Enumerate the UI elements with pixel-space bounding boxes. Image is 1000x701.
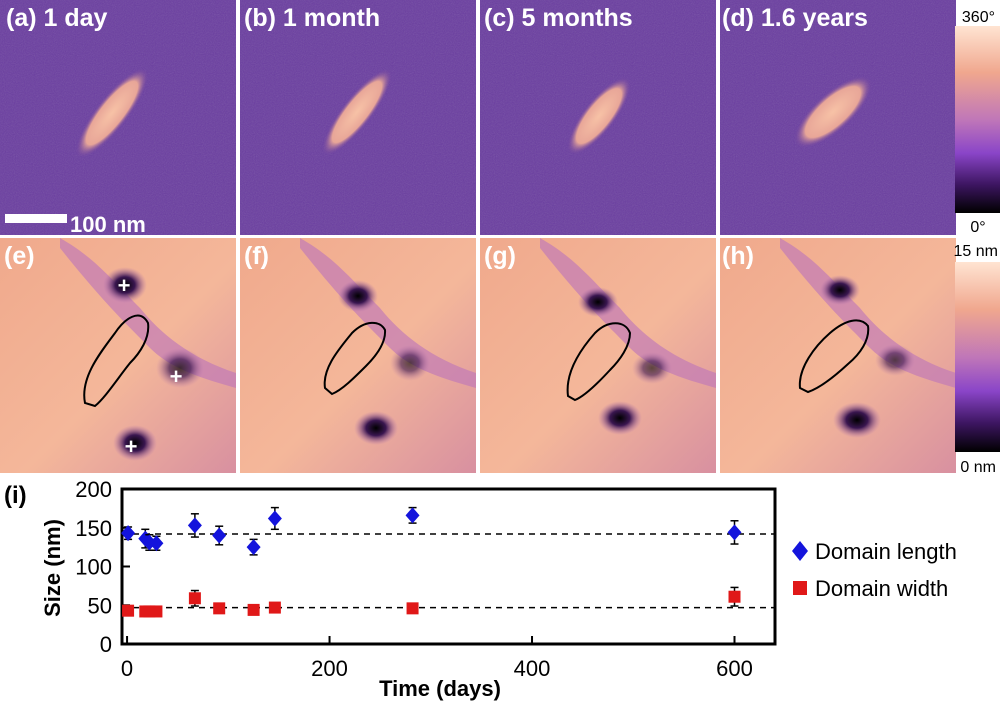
panel-label: (e) [4, 242, 35, 270]
legend-label-length: Domain length [815, 539, 957, 564]
data-point-width [247, 603, 260, 616]
y-tick-label: 200 [75, 477, 112, 502]
data-point-length [246, 539, 261, 556]
scale-bar [5, 214, 67, 223]
panel-label: (g) [484, 242, 516, 270]
data-point-width [728, 590, 741, 603]
panel-label: (d) 1.6 years [722, 4, 868, 32]
legend-marker-width [793, 581, 807, 595]
data-point-length [121, 525, 136, 542]
data-point-length [727, 524, 742, 541]
plot-label: (i) [4, 482, 27, 509]
y-tick-label: 50 [88, 593, 112, 618]
y-tick-label: 100 [75, 555, 112, 580]
phase-panel-c: (c) 5 months [480, 0, 716, 235]
phase-colorbar: 360° 0° [955, 9, 1000, 236]
data-point-length [405, 507, 420, 524]
scale-bar-label: 100 nm [70, 212, 146, 237]
phase-panel-d: (d) 1.6 years [720, 0, 956, 235]
topo-panel-f: (f) [240, 238, 476, 473]
topo-panel-g: (g) [480, 238, 716, 473]
panel-label: (c) 5 months [484, 4, 633, 32]
data-point-width [213, 602, 226, 615]
legend: Domain length Domain width [792, 539, 957, 601]
y-tick-label: 150 [75, 516, 112, 541]
panel-label: (h) [722, 242, 754, 270]
x-tick-label: 400 [514, 656, 551, 681]
legend-label-width: Domain width [815, 576, 948, 601]
chart: 0 50 100 150 200 0 200 400 600 Time (days) Size… [40, 477, 957, 701]
panel-label: (a) 1 day [6, 4, 108, 32]
phase-colorbar-max: 360° [962, 9, 995, 26]
y-axis-label: Size (nm) [40, 519, 65, 617]
marker-plus: + [170, 364, 183, 389]
data-point-length [212, 527, 227, 544]
phase-panel-a: (a) 1 day 100 nm [0, 0, 236, 237]
data-point-width [188, 592, 201, 605]
panel-label: (f) [244, 242, 269, 270]
marker-plus: + [125, 434, 138, 459]
plot-frame [120, 487, 777, 646]
topo-panel-h: (h) [720, 238, 956, 473]
legend-marker-length [792, 541, 808, 561]
x-tick-label: 200 [311, 656, 348, 681]
phase-colorbar-min: 0° [970, 219, 985, 236]
phase-panel-b: (b) 1 month [240, 0, 476, 235]
y-tick-label: 0 [100, 632, 112, 657]
data-point-width [150, 605, 163, 618]
marker-plus: + [118, 273, 131, 298]
height-colorbar-max: 15 nm [954, 243, 998, 260]
height-colorbar: 15 nm 0 nm [954, 243, 1000, 476]
x-axis-label: Time (days) [379, 676, 501, 701]
panel-label: (b) 1 month [244, 4, 380, 32]
data-point-length [267, 510, 282, 527]
data-point-width [406, 602, 419, 615]
topo-panel-e: + + + (e) [0, 238, 236, 473]
data-point-width [268, 601, 281, 614]
height-colorbar-min: 0 nm [960, 459, 996, 476]
data-point-length [187, 517, 202, 534]
x-tick-label: 600 [716, 656, 753, 681]
data-point-length [149, 535, 164, 552]
x-tick-label: 0 [121, 656, 133, 681]
data-point-width [122, 604, 135, 617]
